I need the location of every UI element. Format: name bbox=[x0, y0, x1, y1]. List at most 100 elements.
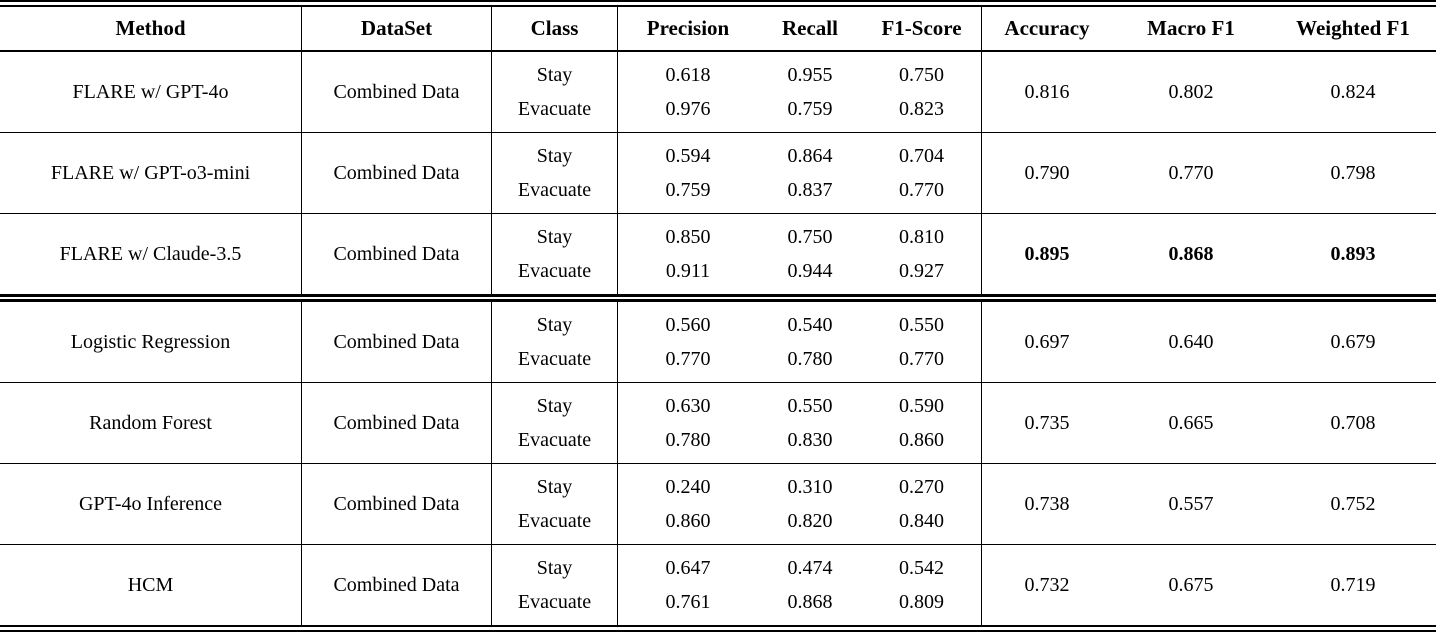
precision-stay-value: 0.630 bbox=[665, 395, 711, 417]
f1-stay-value: 0.750 bbox=[899, 64, 944, 86]
weighted-f1-cell: 0.679 bbox=[1330, 331, 1376, 353]
method-cell: FLARE w/ GPT-4o bbox=[0, 52, 302, 132]
class-stay-label: Stay bbox=[536, 395, 573, 417]
f1-evacuate-value: 0.927 bbox=[899, 260, 944, 282]
recall-evacuate-value: 0.837 bbox=[787, 179, 833, 201]
f1-evacuate-value: 0.809 bbox=[899, 591, 944, 613]
method-cell: GPT-4o Inference bbox=[0, 464, 302, 544]
dataset-cell: Combined Data bbox=[302, 464, 492, 544]
f1-score-cell: 0.810 0.927 bbox=[862, 214, 982, 294]
f1-stay-value: 0.550 bbox=[899, 314, 944, 336]
class-cell: Stay Evacuate bbox=[492, 214, 618, 294]
macro-f1-cell: 0.802 bbox=[1168, 81, 1214, 103]
precision-cell: 0.647 0.761 bbox=[618, 545, 758, 625]
f1-stay-value: 0.270 bbox=[899, 476, 944, 498]
f1-score-cell: 0.550 0.770 bbox=[862, 302, 982, 382]
precision-stay-value: 0.560 bbox=[665, 314, 711, 336]
col-header-method: Method bbox=[0, 7, 302, 50]
precision-cell: 0.594 0.759 bbox=[618, 133, 758, 213]
f1-score-cell: 0.590 0.860 bbox=[862, 383, 982, 463]
method-cell: FLARE w/ Claude-3.5 bbox=[0, 214, 302, 294]
dataset-cell: Combined Data bbox=[302, 545, 492, 625]
class-evacuate-label: Evacuate bbox=[517, 260, 592, 282]
macro-f1-cell: 0.640 bbox=[1168, 331, 1214, 353]
recall-stay-value: 0.310 bbox=[787, 476, 833, 498]
class-evacuate-label: Evacuate bbox=[517, 591, 592, 613]
col-header-macro-f1: Macro F1 bbox=[1147, 16, 1235, 40]
recall-cell: 0.310 0.820 bbox=[758, 464, 862, 544]
accuracy-cell: 0.732 bbox=[1024, 574, 1070, 596]
accuracy-cell: 0.738 bbox=[1024, 493, 1070, 515]
f1-score-cell: 0.704 0.770 bbox=[862, 133, 982, 213]
precision-evacuate-value: 0.759 bbox=[665, 179, 711, 201]
f1-score-cell: 0.542 0.809 bbox=[862, 545, 982, 625]
recall-stay-value: 0.540 bbox=[787, 314, 833, 336]
table-row: Logistic Regression Combined Data Stay E… bbox=[0, 302, 1436, 383]
f1-score-cell: 0.270 0.840 bbox=[862, 464, 982, 544]
precision-cell: 0.560 0.770 bbox=[618, 302, 758, 382]
class-evacuate-label: Evacuate bbox=[517, 429, 592, 451]
class-stay-label: Stay bbox=[536, 64, 573, 86]
recall-evacuate-value: 0.868 bbox=[787, 591, 833, 613]
f1-stay-value: 0.810 bbox=[899, 226, 944, 248]
col-header-dataset: DataSet bbox=[302, 7, 492, 50]
f1-stay-value: 0.704 bbox=[899, 145, 944, 167]
accuracy-cell: 0.816 bbox=[1024, 81, 1070, 103]
weighted-f1-cell: 0.798 bbox=[1330, 162, 1376, 184]
f1-evacuate-value: 0.823 bbox=[899, 98, 944, 120]
recall-cell: 0.750 0.944 bbox=[758, 214, 862, 294]
dataset-cell: Combined Data bbox=[302, 383, 492, 463]
macro-f1-cell: 0.868 bbox=[1168, 243, 1214, 265]
weighted-f1-cell: 0.893 bbox=[1330, 243, 1376, 265]
f1-score-cell: 0.750 0.823 bbox=[862, 52, 982, 132]
col-header-recall: Recall bbox=[782, 16, 838, 40]
accuracy-cell: 0.735 bbox=[1024, 412, 1070, 434]
precision-evacuate-value: 0.761 bbox=[665, 591, 711, 613]
method-cell: Random Forest bbox=[0, 383, 302, 463]
method-cell: HCM bbox=[0, 545, 302, 625]
f1-stay-value: 0.542 bbox=[899, 557, 944, 579]
recall-stay-value: 0.955 bbox=[787, 64, 833, 86]
weighted-f1-cell: 0.824 bbox=[1330, 81, 1376, 103]
table-row: GPT-4o Inference Combined Data Stay Evac… bbox=[0, 464, 1436, 545]
class-cell: Stay Evacuate bbox=[492, 545, 618, 625]
class-cell: Stay Evacuate bbox=[492, 302, 618, 382]
precision-stay-value: 0.594 bbox=[665, 145, 711, 167]
class-evacuate-label: Evacuate bbox=[517, 98, 592, 120]
precision-stay-value: 0.850 bbox=[665, 226, 711, 248]
recall-evacuate-value: 0.820 bbox=[787, 510, 833, 532]
precision-cell: 0.630 0.780 bbox=[618, 383, 758, 463]
col-header-weighted-f1: Weighted F1 bbox=[1296, 16, 1410, 40]
class-stay-label: Stay bbox=[536, 145, 573, 167]
recall-evacuate-value: 0.944 bbox=[787, 260, 833, 282]
recall-stay-value: 0.750 bbox=[787, 226, 833, 248]
precision-cell: 0.240 0.860 bbox=[618, 464, 758, 544]
f1-evacuate-value: 0.860 bbox=[899, 429, 944, 451]
recall-evacuate-value: 0.780 bbox=[787, 348, 833, 370]
accuracy-cell: 0.697 bbox=[1024, 331, 1070, 353]
precision-cell: 0.850 0.911 bbox=[618, 214, 758, 294]
dataset-cell: Combined Data bbox=[302, 133, 492, 213]
class-evacuate-label: Evacuate bbox=[517, 179, 592, 201]
recall-cell: 0.955 0.759 bbox=[758, 52, 862, 132]
class-cell: Stay Evacuate bbox=[492, 383, 618, 463]
precision-evacuate-value: 0.976 bbox=[665, 98, 711, 120]
class-cell: Stay Evacuate bbox=[492, 464, 618, 544]
class-stay-label: Stay bbox=[536, 476, 573, 498]
precision-evacuate-value: 0.770 bbox=[665, 348, 711, 370]
class-cell: Stay Evacuate bbox=[492, 52, 618, 132]
col-header-class: Class bbox=[492, 7, 618, 50]
weighted-f1-cell: 0.752 bbox=[1330, 493, 1376, 515]
weighted-f1-cell: 0.719 bbox=[1330, 574, 1376, 596]
class-cell: Stay Evacuate bbox=[492, 133, 618, 213]
macro-f1-cell: 0.665 bbox=[1168, 412, 1214, 434]
dataset-cell: Combined Data bbox=[302, 214, 492, 294]
recall-cell: 0.474 0.868 bbox=[758, 545, 862, 625]
table-row: FLARE w/ GPT-4o Combined Data Stay Evacu… bbox=[0, 52, 1436, 133]
macro-f1-cell: 0.770 bbox=[1168, 162, 1214, 184]
table-row: FLARE w/ Claude-3.5 Combined Data Stay E… bbox=[0, 214, 1436, 302]
accuracy-cell: 0.895 bbox=[1024, 243, 1070, 265]
col-header-f1-score: F1-Score bbox=[862, 7, 982, 50]
precision-stay-value: 0.240 bbox=[665, 476, 711, 498]
